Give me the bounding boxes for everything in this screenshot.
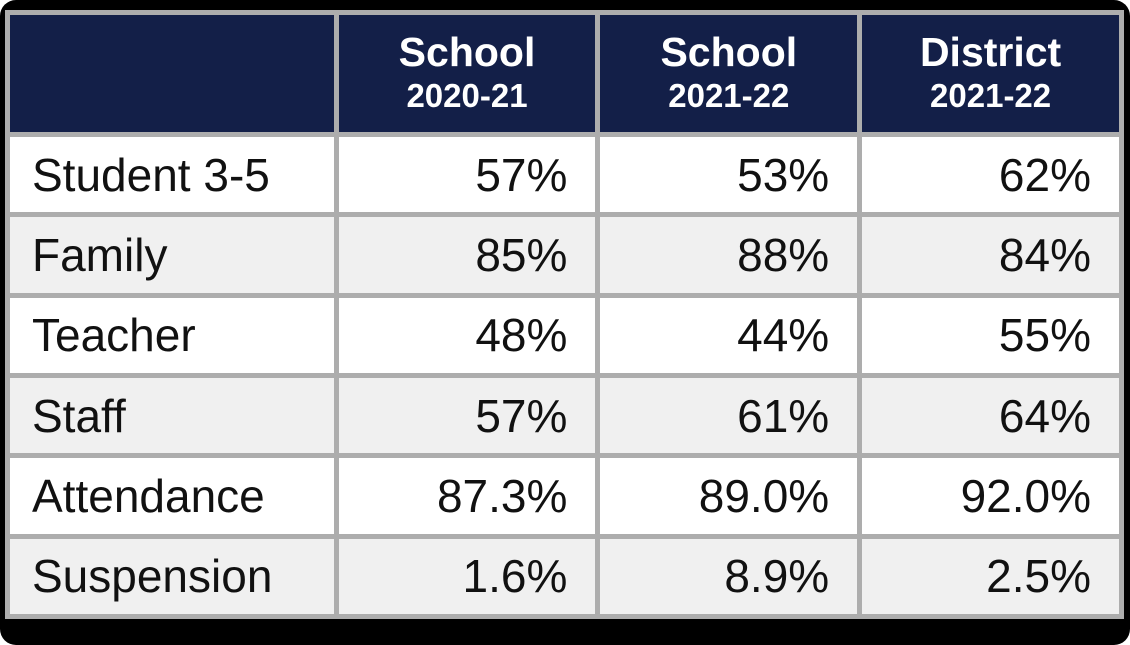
cell-value: 48% xyxy=(333,292,601,378)
header-row: School 2020-21 School 2021-22 District 2… xyxy=(5,10,1124,137)
column-title: School xyxy=(398,29,536,76)
table-row-student-3-5: Student 3-5 57% 53% 62% xyxy=(5,131,1124,218)
cell-value: 57% xyxy=(333,372,601,459)
cell-value: 88% xyxy=(595,212,863,298)
survey-metrics-table: School 2020-21 School 2021-22 District 2… xyxy=(5,10,1124,620)
column-header-school-2021-22: School 2021-22 xyxy=(595,10,863,137)
cell-value: 89.0% xyxy=(595,453,863,539)
column-subtitle: 2021-22 xyxy=(930,76,1052,114)
table-row-suspension: Suspension 1.6% 8.9% 2.5% xyxy=(5,533,1124,620)
cell-value: 92.0% xyxy=(857,453,1124,539)
column-header-district-2021-22: District 2021-22 xyxy=(857,10,1124,137)
cell-value: 57% xyxy=(333,131,601,218)
cell-value: 87.3% xyxy=(333,453,601,539)
cell-value: 2.5% xyxy=(857,533,1124,620)
cell-value: 44% xyxy=(595,292,863,378)
cell-value: 62% xyxy=(857,131,1124,218)
column-header-school-2020-21: School 2020-21 xyxy=(333,10,601,137)
row-label: Suspension xyxy=(5,533,339,620)
table-row-family: Family 85% 88% 84% xyxy=(5,212,1124,298)
row-label: Attendance xyxy=(5,453,339,539)
cell-value: 84% xyxy=(857,212,1124,298)
cell-value: 85% xyxy=(333,212,601,298)
table-row-staff: Staff 57% 61% 64% xyxy=(5,372,1124,459)
cell-value: 64% xyxy=(857,372,1124,459)
row-label: Student 3-5 xyxy=(5,131,339,218)
column-title: School xyxy=(660,29,798,76)
table-row-teacher: Teacher 48% 44% 55% xyxy=(5,292,1124,378)
cell-value: 55% xyxy=(857,292,1124,378)
table-row-attendance: Attendance 87.3% 89.0% 92.0% xyxy=(5,453,1124,539)
row-label: Family xyxy=(5,212,339,298)
column-subtitle: 2021-22 xyxy=(668,76,790,114)
row-label: Teacher xyxy=(5,292,339,378)
row-label: Staff xyxy=(5,372,339,459)
column-subtitle: 2020-21 xyxy=(406,76,528,114)
cell-value: 8.9% xyxy=(595,533,863,620)
cell-value: 53% xyxy=(595,131,863,218)
cell-value: 1.6% xyxy=(333,533,601,620)
column-title: District xyxy=(919,29,1062,76)
cell-value: 61% xyxy=(595,372,863,459)
corner-header-cell xyxy=(5,10,339,137)
